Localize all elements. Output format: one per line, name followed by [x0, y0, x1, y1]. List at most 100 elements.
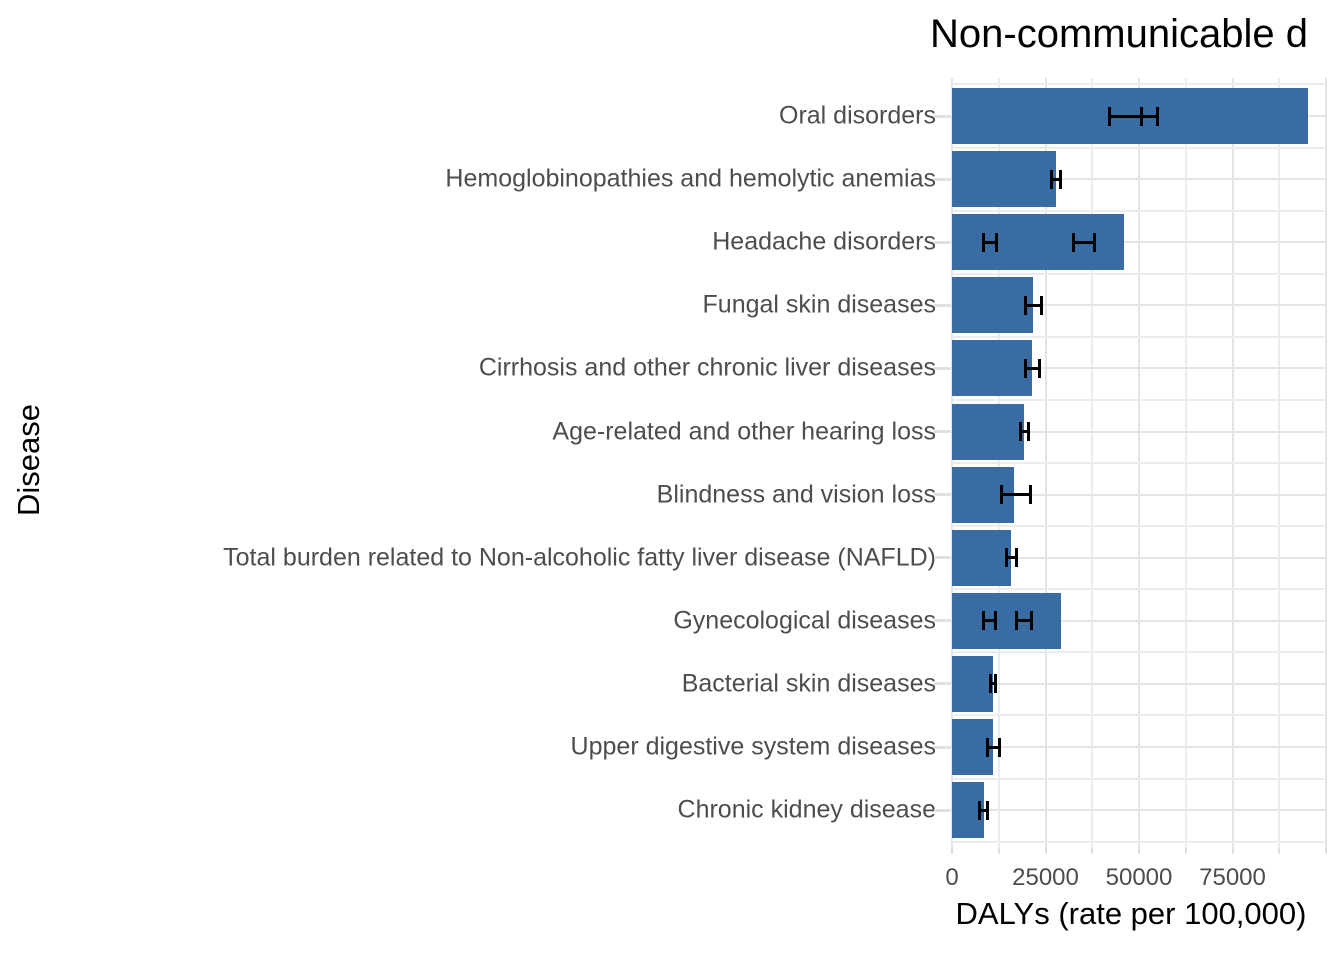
gridline-horizontal-minor [952, 840, 1326, 843]
y-axis-tick [934, 114, 951, 118]
x-axis-tick [1278, 848, 1281, 854]
gridline-horizontal-major [952, 493, 1326, 496]
category-label: Bacterial skin diseases [681, 669, 936, 698]
error-bar-line [1051, 177, 1061, 181]
error-bar-line [983, 619, 995, 623]
bar [952, 529, 1012, 586]
category-label: Fungal skin diseases [702, 290, 936, 319]
error-bar-line [990, 682, 995, 686]
x-axis-tick [1091, 848, 1094, 854]
gridline-horizontal-minor [952, 777, 1326, 780]
error-bar-cap-low [986, 737, 990, 757]
error-bar-line [1141, 114, 1158, 118]
error-bar-cap-high [995, 232, 999, 252]
error-bar-line [1006, 556, 1017, 560]
gridline-horizontal-minor [952, 146, 1326, 149]
error-bar-cap-high [1093, 232, 1097, 252]
error-bar-cap-low [1050, 169, 1054, 189]
gridline-horizontal-minor [952, 651, 1326, 654]
error-bar-cap-high [1030, 611, 1034, 631]
error-bar-cap-high [993, 611, 997, 631]
error-bar-line [1025, 366, 1040, 370]
error-bar-line [1109, 114, 1142, 118]
gridline-horizontal-major [952, 746, 1326, 748]
error-bar-cap-low [1108, 106, 1112, 126]
gridline-horizontal-major [952, 241, 1326, 244]
gridline-horizontal-minor [952, 525, 1326, 528]
error-bar-cap-high [1040, 295, 1044, 315]
error-bar-cap-low [978, 800, 982, 820]
bar [952, 151, 1056, 208]
error-bar-line [979, 808, 988, 812]
y-axis-tick [934, 366, 951, 370]
x-tick-label: 25000 [1012, 864, 1079, 891]
error-bar-cap-high [1028, 485, 1032, 505]
error-bar-cap-low [988, 674, 992, 694]
gridline-horizontal-major [952, 304, 1326, 307]
gridline-horizontal-minor [952, 714, 1326, 717]
error-bar-cap-low [1015, 611, 1019, 631]
y-axis-tick [934, 808, 951, 812]
gridline-horizontal-minor [952, 209, 1326, 212]
y-axis-tick [934, 682, 951, 686]
x-axis-tick [997, 848, 1000, 854]
error-bar-line [987, 745, 1000, 749]
category-label: Gynecological diseases [673, 606, 936, 635]
error-bar-cap-low [981, 232, 985, 252]
category-label: Chronic kidney disease [677, 795, 936, 824]
bar [952, 403, 1025, 460]
gridline-horizontal-minor [952, 462, 1326, 465]
error-bar-line [983, 240, 997, 244]
x-axis-tick [951, 848, 953, 854]
gridline-horizontal-major [952, 809, 1326, 812]
error-bar-cap-low [981, 611, 985, 631]
error-bar-cap-high [1155, 106, 1159, 126]
error-bar-cap-high [1038, 358, 1042, 378]
bar [952, 214, 1124, 271]
error-bar-cap-low [1023, 295, 1027, 315]
category-label: Blindness and vision loss [656, 480, 936, 509]
bar [952, 719, 993, 775]
error-bar-cap-low [1140, 106, 1144, 126]
error-bar-cap-high [1058, 169, 1062, 189]
error-bar-cap-low [1071, 232, 1075, 252]
gridline-horizontal-major [952, 556, 1326, 559]
x-axis-tick [1138, 848, 1140, 854]
gridline-horizontal-minor [952, 83, 1326, 86]
y-axis-tick [934, 556, 951, 560]
gridline-horizontal-major [952, 682, 1326, 685]
gridline-horizontal-major [952, 619, 1326, 622]
error-bar-cap-high [1027, 422, 1031, 441]
x-axis-tick [1044, 848, 1047, 854]
x-axis-tick [1184, 848, 1187, 854]
category-label: Age-related and other hearing loss [552, 417, 936, 445]
bar [952, 340, 1033, 397]
error-bar-cap-low [1023, 358, 1027, 378]
x-tick-label: 75000 [1199, 864, 1266, 891]
gridline-horizontal-minor [952, 335, 1326, 338]
y-axis-tick [934, 177, 951, 181]
y-axis-tick [934, 619, 951, 623]
y-axis-tick [934, 240, 951, 244]
y-axis-tick [934, 745, 951, 749]
error-bar-cap-low [1005, 548, 1009, 568]
error-bar-line [1020, 430, 1029, 433]
y-axis-tick [934, 430, 951, 433]
error-bar-line [1025, 303, 1042, 307]
category-label: Total burden related to Non-alcoholic fa… [223, 543, 936, 572]
x-axis-tick [1231, 848, 1234, 854]
error-bar-cap-high [1015, 548, 1019, 568]
gridline-horizontal-major [952, 178, 1326, 181]
error-bar-line [1073, 240, 1095, 244]
error-bar-cap-high [986, 800, 990, 820]
error-bar-cap-low [1000, 485, 1004, 505]
gridline-horizontal-major [952, 367, 1326, 370]
category-label: Headache disorders [712, 227, 936, 256]
gridline-horizontal-minor [952, 272, 1326, 275]
bar [952, 277, 1033, 334]
category-label: Upper digestive system diseases [570, 732, 936, 761]
x-tick-label: 0 [945, 864, 959, 891]
x-axis-tick [1325, 848, 1327, 854]
error-bar-line [1001, 493, 1031, 497]
